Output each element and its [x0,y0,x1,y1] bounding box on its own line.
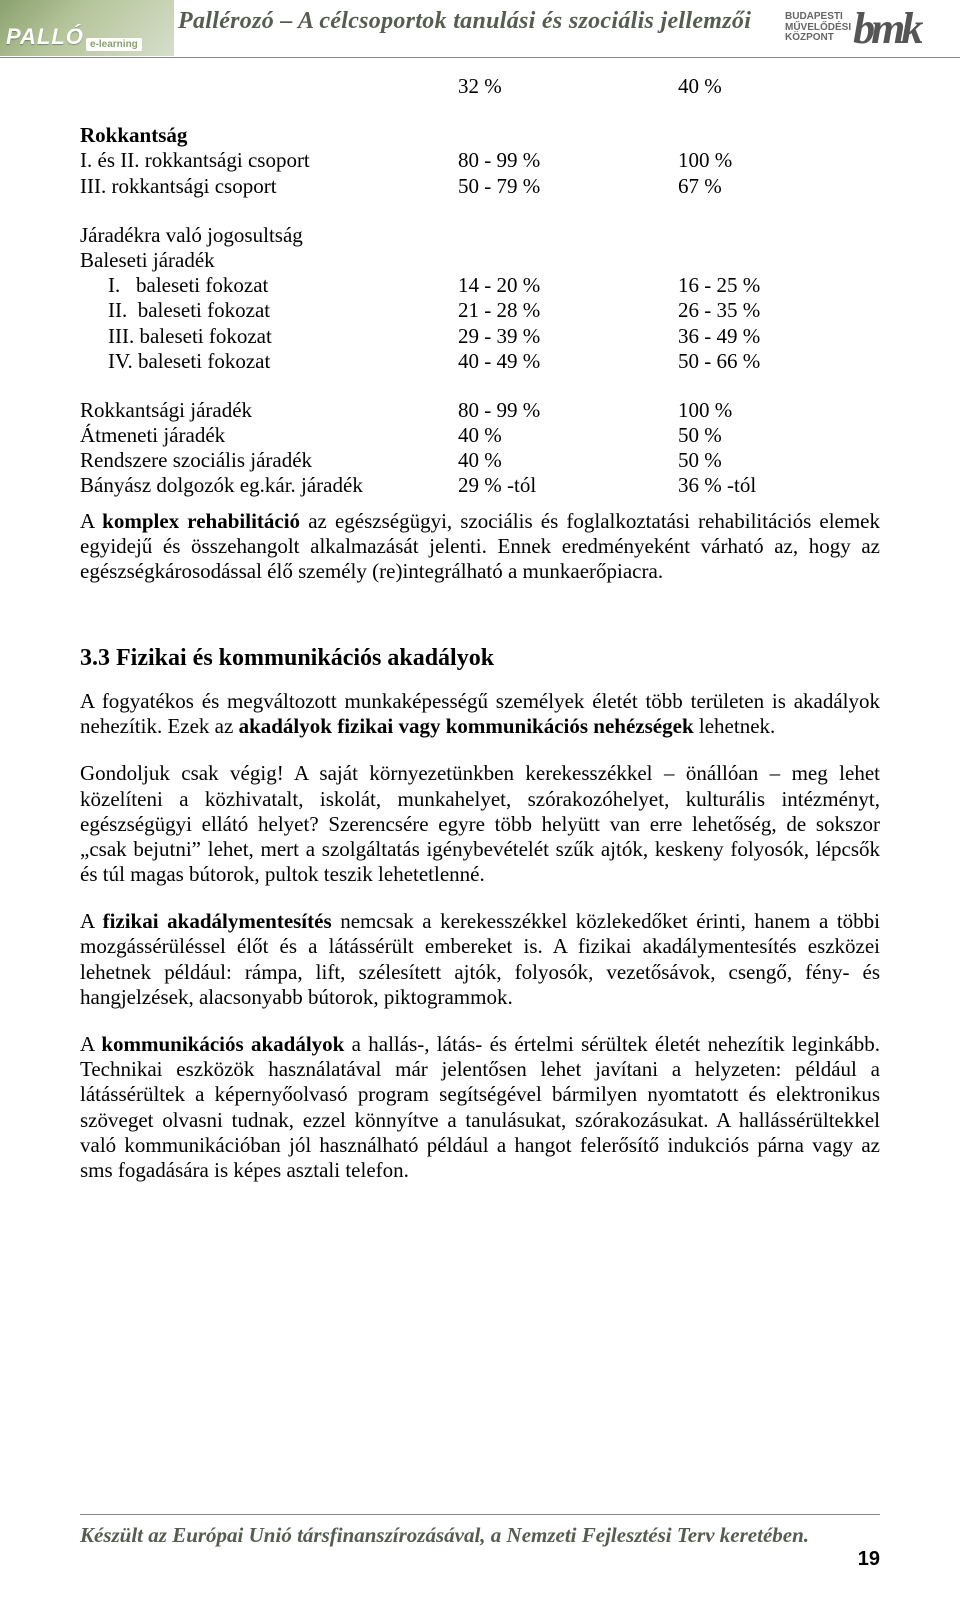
baleseti-table: I. baleseti fokozat 14 - 20 % 16 - 25 % … [80,273,880,374]
p2-b: akadályok fizikai vagy kommunikációs neh… [239,714,694,738]
table-row: Átmeneti járadék 40 % 50 % [80,423,880,448]
p1-a: A [80,509,102,533]
row-v2: 50 % [678,423,880,448]
p4-a: A [80,909,103,933]
row-v1: 50 - 79 % [458,174,678,199]
row-label: Átmeneti járadék [80,423,458,448]
row-v2: 50 - 66 % [678,349,880,374]
row-v2: 36 - 49 % [678,324,880,349]
table-row: II. baleseti fokozat 21 - 28 % 26 - 35 % [80,298,880,323]
row-v2: 67 % [678,174,880,199]
table-row: Bányász dolgozók eg.kár. járadék 29 % -t… [80,473,880,498]
topval-2: 40 % [678,74,880,99]
row-label: Rokkantsági járadék [80,398,458,423]
row-v1: 80 - 99 % [458,398,678,423]
table-row: I. baleseti fokozat 14 - 20 % 16 - 25 % [80,273,880,298]
section-title: 3.3 Fizikai és kommunikációs akadályok [80,644,880,673]
paragraph-3: Gondoljuk csak végig! A saját környezetü… [80,761,880,887]
row-label: III. rokkantsági csoport [80,174,458,199]
logo-right-l3: KÖZPONT [785,33,851,44]
page-footer: Készült az Európai Unió társfinanszírozá… [0,1514,960,1571]
block2-table: Rokkantsági járadék 80 - 99 % 100 % Átme… [80,398,880,499]
row-label: I. baleseti fokozat [80,273,458,298]
table-row: Rokkantsági járadék 80 - 99 % 100 % [80,398,880,423]
row-v1: 21 - 28 % [458,298,678,323]
p5-a: A [80,1032,101,1056]
table-row: III. rokkantsági csoport 50 - 79 % 67 % [80,174,880,199]
logo-right-lines: BUDAPESTI MŰVELŐDÉSI KÖZPONT [785,12,851,44]
paragraph-4: A fizikai akadálymentesítés nemcsak a ke… [80,909,880,1010]
row-v1: 14 - 20 % [458,273,678,298]
jaradek-sub1: Baleseti járadék [80,248,880,273]
row-v2: 50 % [678,448,880,473]
row-v2: 26 - 35 % [678,298,880,323]
footer-text: Készült az Európai Unió társfinanszírozá… [80,1523,809,1548]
row-v1: 40 % [458,448,678,473]
row-v1: 80 - 99 % [458,148,678,173]
table-row: IV. baleseti fokozat 40 - 49 % 50 - 66 % [80,349,880,374]
row-v2: 100 % [678,148,880,173]
logo-left: PALLÓ e-learning [0,0,174,56]
row-v1: 29 % -tól [458,473,678,498]
p2-c: lehetnek. [694,714,776,738]
paragraph-2: A fogyatékos és megváltozott munkaképess… [80,689,880,739]
jaradek-title: Járadékra való jogosultság [80,223,880,248]
rokkantsag-table: I. és II. rokkantsági csoport 80 - 99 % … [80,148,880,198]
paragraph-5: A kommunikációs akadályok a hallás-, lát… [80,1032,880,1183]
rokkantsag-title: Rokkantság [80,123,880,148]
p5-b: kommunikációs akadályok [101,1032,344,1056]
header-title: Pallérozó – A célcsoportok tanulási és s… [178,8,780,35]
row-label: Rendszere szociális járadék [80,448,458,473]
table-row: III. baleseti fokozat 29 - 39 % 36 - 49 … [80,324,880,349]
row-v1: 40 - 49 % [458,349,678,374]
page-body: 32 % 40 % Rokkantság I. és II. rokkantsá… [0,58,960,1183]
table-row: Rendszere szociális járadék 40 % 50 % [80,448,880,473]
logo-left-text: PALLÓ [6,24,84,50]
row-label: Bányász dolgozók eg.kár. járadék [80,473,458,498]
row-v1: 40 % [458,423,678,448]
row-label: II. baleseti fokozat [80,298,458,323]
paragraph-1: A komplex rehabilitáció az egészségügyi,… [80,509,880,585]
table-row: I. és II. rokkantsági csoport 80 - 99 % … [80,148,880,173]
page-number: 19 [858,1548,880,1570]
row-label: I. és II. rokkantsági csoport [80,148,458,173]
page-header: PALLÓ e-learning Pallérozó – A célcsopor… [0,0,960,58]
p4-b: fizikai akadálymentesítés [103,909,332,933]
top-values-row: 32 % 40 % [80,74,880,99]
row-label: IV. baleseti fokozat [80,349,458,374]
row-v2: 16 - 25 % [678,273,880,298]
logo-left-sub: e-learning [86,38,142,51]
topval-1: 32 % [458,74,678,99]
row-v2: 100 % [678,398,880,423]
row-v1: 29 - 39 % [458,324,678,349]
logo-right-bmk: bmk [853,3,919,54]
logo-right: BUDAPESTI MŰVELŐDÉSI KÖZPONT bmk [785,0,960,56]
row-v2: 36 % -tól [678,473,880,498]
p1-b: komplex rehabilitáció [102,509,300,533]
row-label: III. baleseti fokozat [80,324,458,349]
